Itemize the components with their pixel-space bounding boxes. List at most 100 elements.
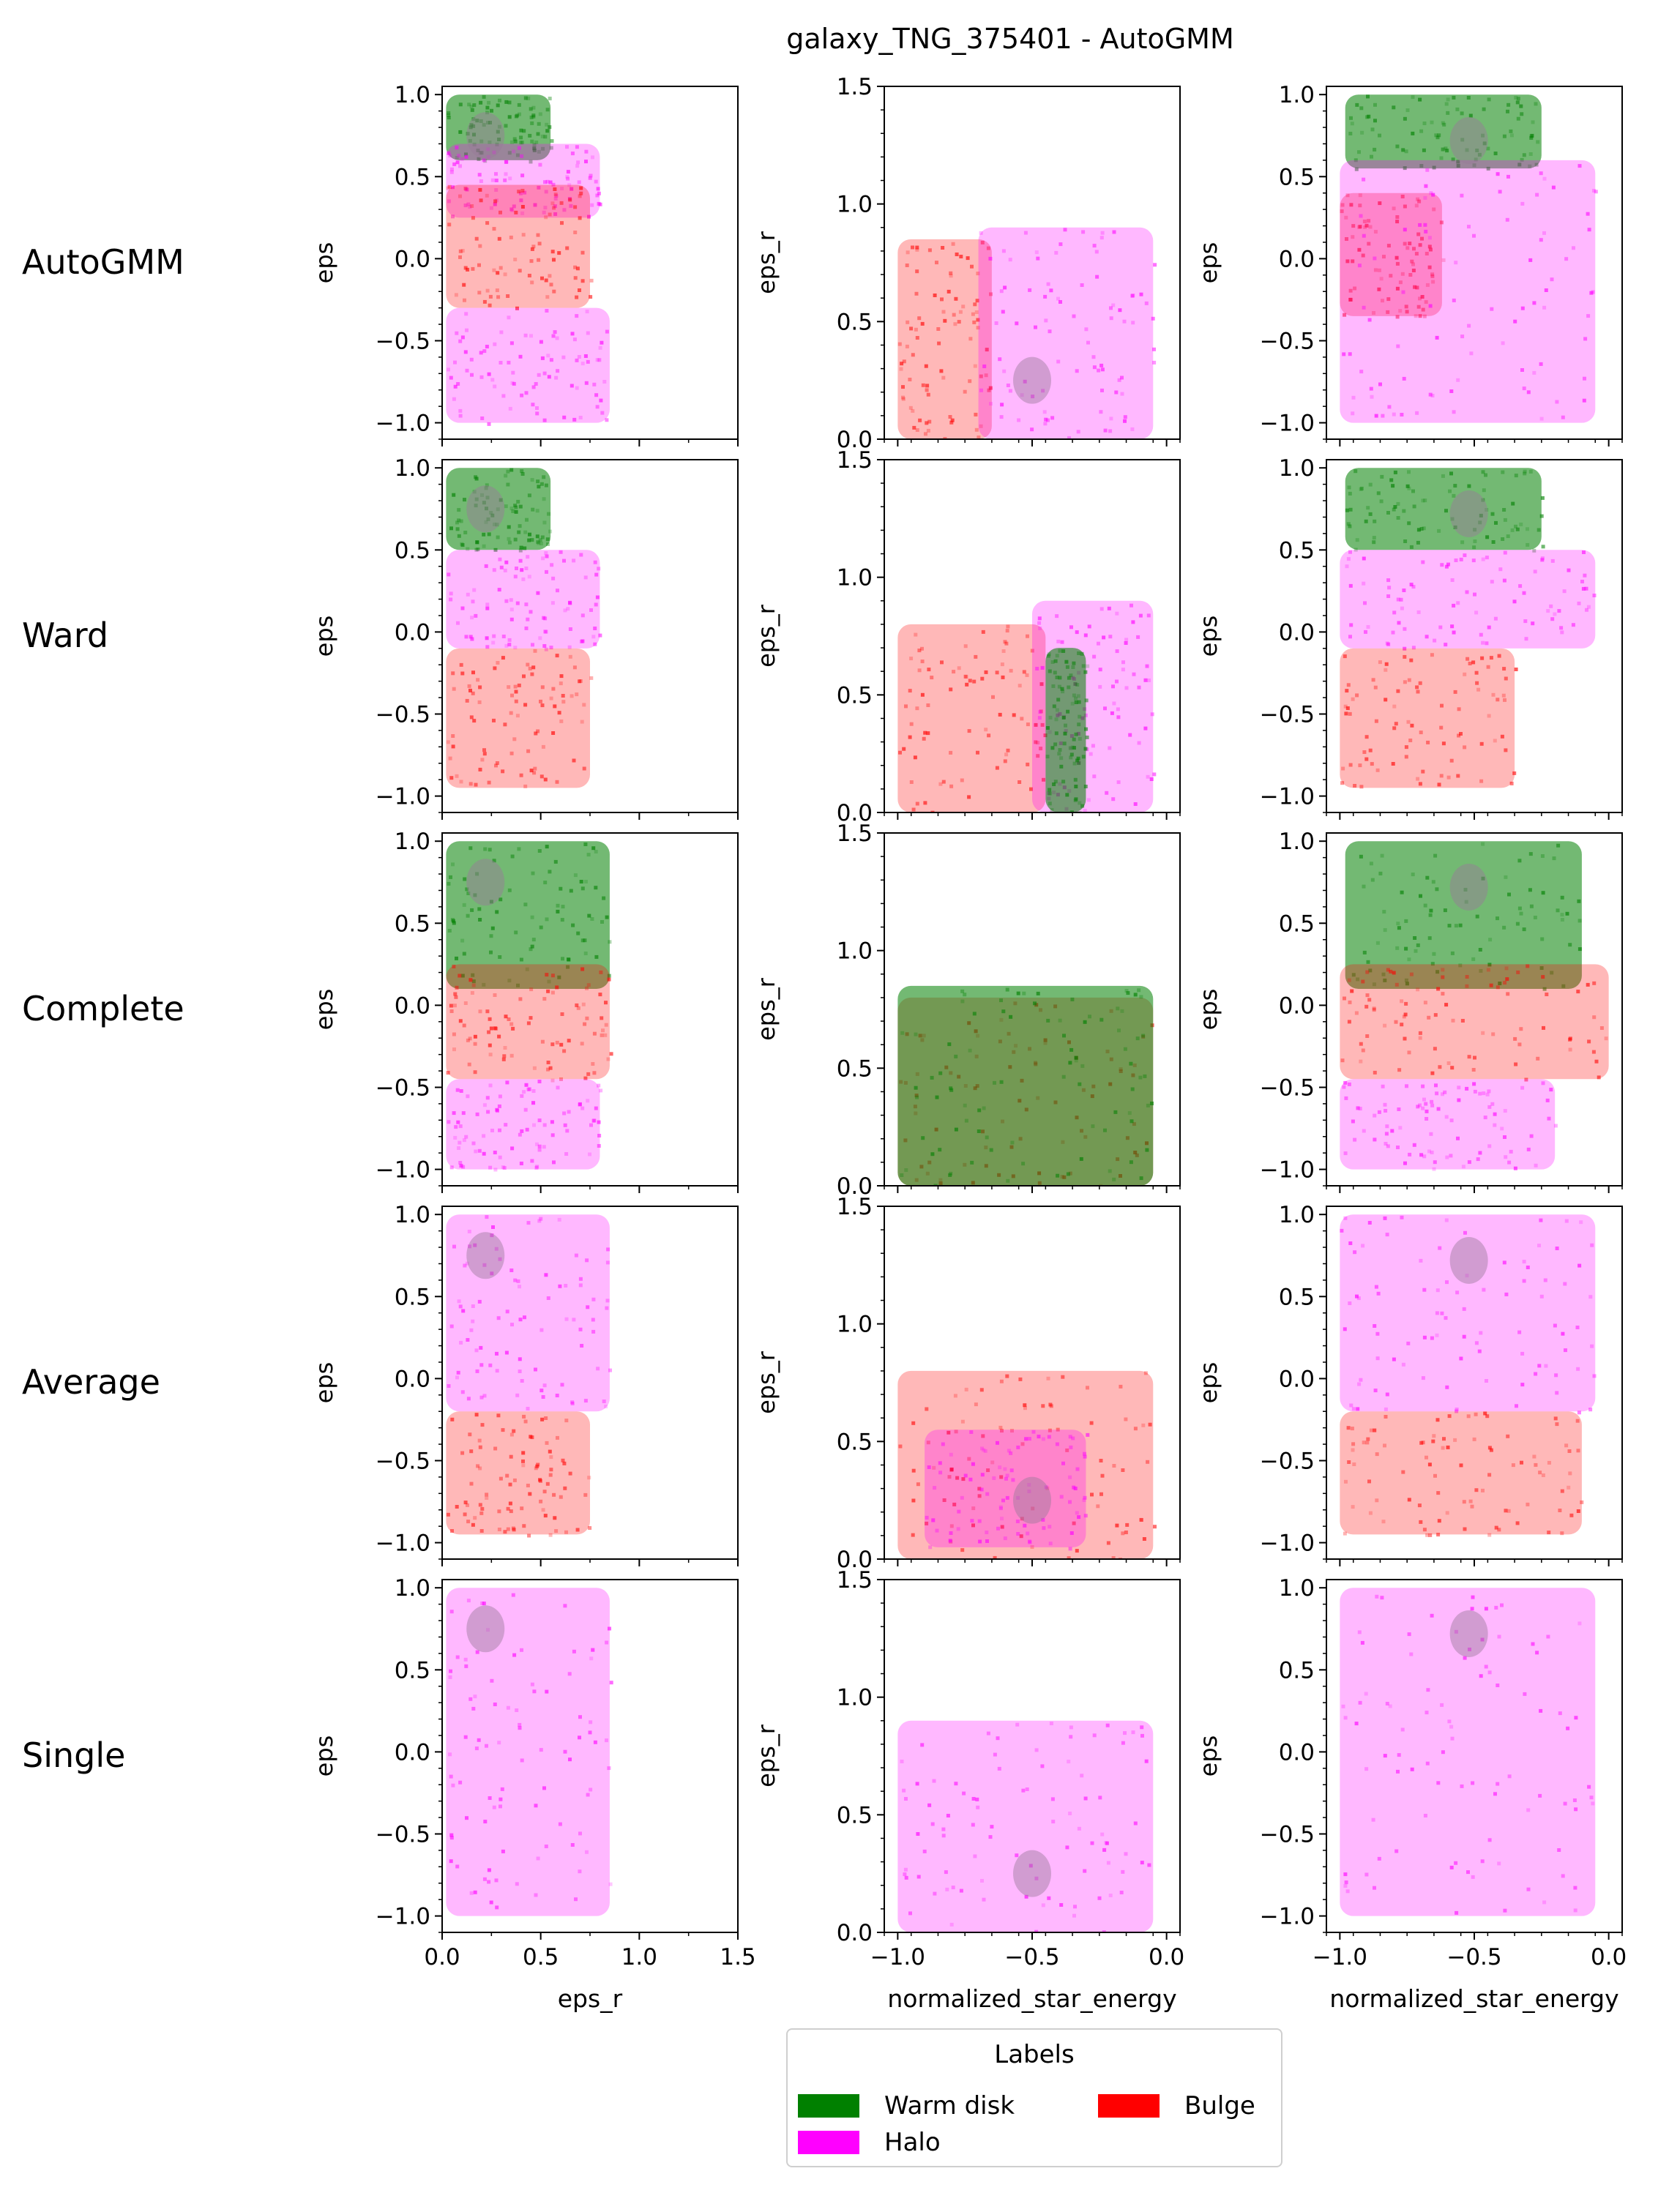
histogram-bin bbox=[597, 1120, 601, 1124]
histogram-bin bbox=[1362, 1441, 1366, 1445]
histogram-bin bbox=[1056, 296, 1060, 301]
histogram-bin bbox=[507, 638, 512, 642]
histogram-bin bbox=[959, 1888, 963, 1893]
histogram-bin bbox=[1445, 149, 1449, 153]
histogram-bin bbox=[1505, 977, 1509, 982]
histogram-bin bbox=[1550, 617, 1555, 621]
density-layer bbox=[897, 1720, 1154, 1932]
histogram-bin bbox=[1351, 973, 1356, 977]
histogram-bin bbox=[497, 1509, 501, 1514]
density-region-halo bbox=[446, 550, 600, 649]
histogram-bin bbox=[1560, 1531, 1564, 1536]
y-tick-label: 0.5 bbox=[1279, 537, 1315, 564]
histogram-bin bbox=[500, 1787, 504, 1791]
histogram-bin bbox=[485, 1009, 490, 1014]
histogram-bin bbox=[966, 256, 970, 261]
histogram-bin bbox=[546, 1061, 550, 1064]
histogram-bin bbox=[591, 1648, 595, 1652]
histogram-bin bbox=[1353, 1137, 1357, 1142]
histogram-bin bbox=[1482, 1288, 1486, 1292]
histogram-bin bbox=[530, 1682, 534, 1686]
histogram-bin bbox=[561, 355, 566, 359]
histogram-bin bbox=[1420, 295, 1425, 299]
histogram-bin bbox=[495, 1905, 499, 1910]
histogram-bin bbox=[1056, 1173, 1060, 1178]
histogram-bin bbox=[542, 371, 547, 375]
histogram-bin bbox=[1550, 277, 1554, 282]
histogram-bin bbox=[1141, 1034, 1146, 1038]
histogram-bin bbox=[579, 639, 583, 643]
histogram-bin bbox=[534, 141, 539, 144]
histogram-bin bbox=[479, 119, 483, 123]
histogram-bin bbox=[1437, 782, 1441, 787]
histogram-bin bbox=[1431, 1439, 1435, 1443]
histogram-bin bbox=[593, 1740, 597, 1744]
histogram-bin bbox=[1349, 116, 1353, 120]
histogram-bin bbox=[976, 1805, 980, 1809]
histogram-bin bbox=[1419, 1520, 1423, 1524]
histogram-bin bbox=[1418, 1103, 1422, 1107]
histogram-bin bbox=[1140, 1725, 1144, 1730]
histogram-bin bbox=[575, 692, 579, 697]
histogram-bin bbox=[604, 1405, 608, 1409]
histogram-bin bbox=[493, 202, 497, 206]
histogram-bin bbox=[1535, 193, 1539, 197]
y-tick-label: 0.0 bbox=[1279, 993, 1315, 1019]
histogram-bin bbox=[1502, 508, 1506, 512]
histogram-bin bbox=[1359, 370, 1364, 374]
histogram-bin bbox=[1373, 1070, 1377, 1075]
histogram-bin bbox=[552, 1492, 556, 1497]
histogram-bin bbox=[976, 272, 980, 276]
histogram-bin bbox=[499, 266, 503, 270]
histogram-bin bbox=[1403, 242, 1407, 246]
histogram-bin bbox=[523, 1107, 528, 1112]
histogram-bin bbox=[982, 365, 987, 368]
histogram-bin bbox=[938, 782, 943, 786]
histogram-bin bbox=[967, 1457, 971, 1461]
histogram-bin bbox=[522, 1090, 526, 1094]
histogram-bin bbox=[1344, 711, 1348, 716]
histogram-bin bbox=[974, 1402, 978, 1407]
histogram-bin bbox=[1417, 199, 1422, 203]
density-region-halo bbox=[978, 227, 1154, 439]
histogram-bin bbox=[911, 807, 916, 812]
histogram-bin bbox=[495, 523, 499, 527]
histogram-bin bbox=[1454, 558, 1458, 562]
histogram-bin bbox=[1424, 184, 1428, 188]
histogram-bin bbox=[1362, 581, 1366, 586]
histogram-bin bbox=[548, 1449, 552, 1454]
x-tick-label: 1.5 bbox=[720, 1944, 755, 1970]
histogram-bin bbox=[527, 274, 531, 277]
histogram-bin bbox=[900, 362, 904, 366]
histogram-bin bbox=[546, 542, 550, 546]
histogram-bin bbox=[1494, 520, 1498, 525]
histogram-bin bbox=[539, 1328, 544, 1332]
histogram-bin bbox=[518, 558, 523, 563]
histogram-bin bbox=[1026, 634, 1029, 638]
histogram-bin bbox=[572, 558, 576, 563]
histogram-bin bbox=[1475, 149, 1479, 152]
histogram-bin bbox=[466, 913, 470, 918]
histogram-bin bbox=[470, 991, 474, 995]
histogram-bin bbox=[1455, 1409, 1459, 1413]
histogram-bin bbox=[489, 511, 493, 515]
histogram-bin bbox=[583, 842, 588, 846]
histogram-bin bbox=[1083, 1869, 1087, 1873]
histogram-bin bbox=[1461, 1165, 1465, 1169]
histogram-bin bbox=[555, 780, 559, 784]
histogram-bin bbox=[1446, 1061, 1451, 1065]
histogram-bin bbox=[1088, 1015, 1091, 1019]
histogram-bin bbox=[599, 398, 603, 403]
y-tick-label: 0.5 bbox=[837, 682, 873, 709]
histogram-bin bbox=[535, 411, 539, 416]
histogram-bin bbox=[563, 1486, 567, 1490]
histogram-bin bbox=[591, 1062, 595, 1066]
histogram-bin bbox=[1077, 761, 1081, 766]
histogram-bin bbox=[1375, 1498, 1379, 1503]
histogram-bin bbox=[1396, 344, 1400, 348]
histogram-bin bbox=[1435, 1091, 1439, 1096]
histogram-bin bbox=[549, 1468, 553, 1472]
histogram-bin bbox=[1068, 746, 1072, 750]
histogram-bin bbox=[548, 274, 552, 278]
histogram-bin bbox=[458, 1780, 463, 1785]
